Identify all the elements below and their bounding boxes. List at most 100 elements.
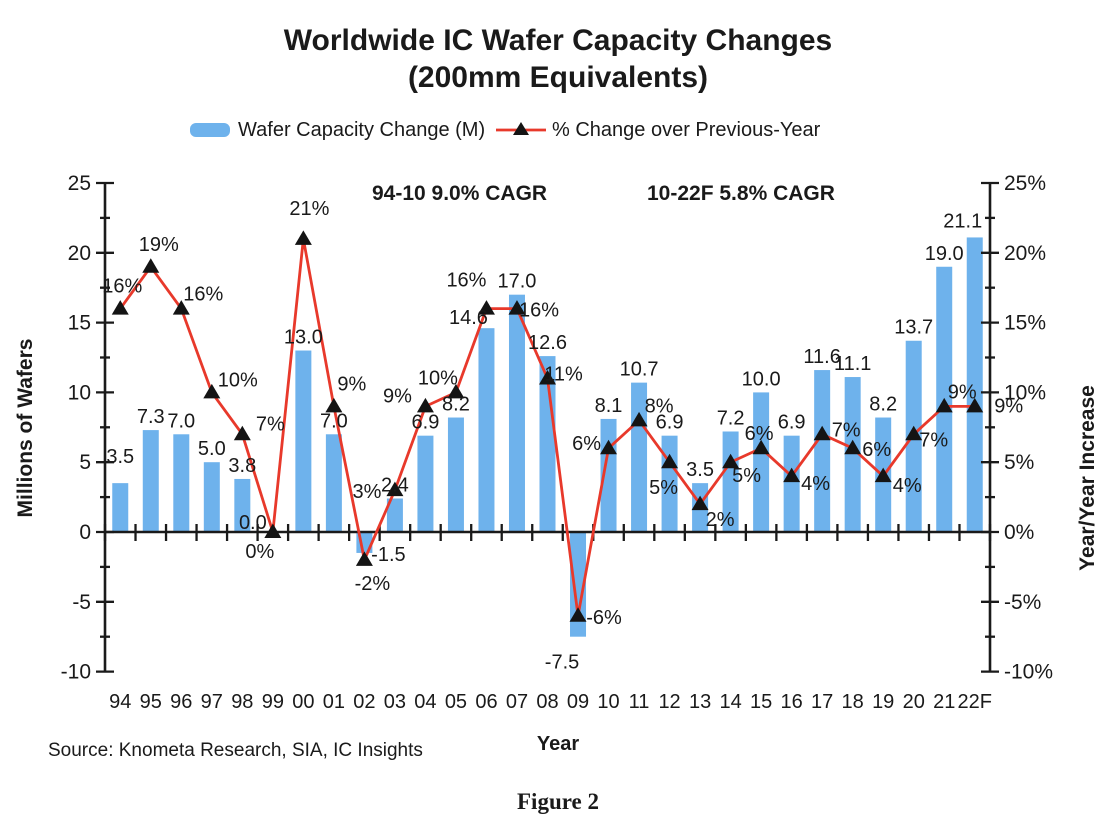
chart-title-line2: (200mm Equivalents)	[407, 61, 709, 94]
x-label-02: 02	[353, 691, 375, 713]
pct-label-15: 6%	[745, 423, 774, 445]
marker-16	[783, 467, 801, 483]
bar-label-08: 12.6	[528, 332, 567, 354]
marker-94	[111, 300, 129, 315]
marker-03	[386, 481, 404, 497]
bar-22F	[966, 237, 983, 532]
marker-09	[569, 607, 587, 622]
pct-label-17: 7%	[832, 419, 861, 441]
left-y-axis-title: Millions of Wafers	[14, 338, 37, 518]
x-label-03: 03	[384, 691, 406, 713]
chart-title: Worldwide IC Wafer Capacity Changes (200…	[0, 22, 1116, 96]
bar-label-06: 14.6	[449, 307, 488, 329]
bar-label-16: 6.9	[778, 412, 806, 434]
pct-label-96: 16%	[183, 284, 223, 306]
bar-07	[508, 294, 525, 532]
bar-96	[173, 434, 190, 532]
pct-label-03: 3%	[352, 481, 381, 503]
marker-12	[661, 453, 679, 469]
bar-label-19: 8.2	[869, 394, 897, 416]
x-label-95: 95	[140, 691, 162, 713]
bar-label-17: 11.6	[803, 346, 840, 368]
bar-18	[844, 377, 861, 532]
marker-02	[355, 551, 373, 566]
pct-label-19: 4%	[893, 475, 922, 497]
cagr-annotation-2010-2022: 10-22F 5.8% CAGR	[647, 182, 835, 205]
pct-label-06: 16%	[446, 270, 486, 292]
bar-03	[386, 498, 403, 532]
x-label-97: 97	[201, 691, 223, 713]
bar-label-02: -1.5	[371, 544, 405, 566]
right-y-axis-tick-0%: 0%	[1004, 521, 1034, 544]
legend-label-line-series: % Change over Previous-Year	[552, 119, 821, 141]
marker-11	[630, 411, 648, 427]
right-y-axis: 25% 20% 15% 10% 5% 0% -5% -10%	[981, 172, 1053, 684]
chart-title-line1: Worldwide IC Wafer Capacity Changes	[283, 24, 833, 57]
marker-96	[172, 300, 190, 315]
bar-label-98: 3.8	[228, 455, 256, 477]
bar-label-09: -7.5	[545, 652, 579, 674]
bar-17	[814, 370, 831, 532]
pct-label-11: 8%	[645, 395, 674, 417]
bar-95	[142, 430, 159, 532]
x-axis-title: Year	[536, 733, 580, 755]
pct-label-14: 5%	[732, 465, 761, 487]
right-y-axis-tick-25%: 25%	[1004, 172, 1046, 195]
pct-label-07: 16%	[519, 300, 559, 322]
x-label-20: 20	[903, 691, 925, 713]
bar-label-13: 3.5	[686, 459, 714, 481]
x-label-10: 10	[597, 691, 619, 713]
pct-label-05: 10%	[418, 367, 458, 389]
marker-01	[325, 397, 343, 413]
marker-13	[691, 495, 709, 511]
left-y-axis-tick-15: 15	[68, 312, 91, 335]
x-label-98: 98	[231, 691, 253, 713]
pct-label-21: 9%	[948, 381, 977, 403]
pct-label-98: 7%	[256, 413, 285, 435]
bar-15	[753, 392, 770, 532]
left-y-axis-tick-25: 25	[68, 172, 91, 195]
x-label-07: 07	[506, 691, 528, 713]
legend: Wafer Capacity Change (M) % Change over …	[0, 116, 1116, 144]
pct-label-00: 21%	[289, 198, 329, 220]
marker-00	[294, 230, 312, 245]
marker-08	[539, 369, 556, 385]
right-y-axis-tick--10%: -10%	[1004, 661, 1053, 684]
marker-20	[905, 425, 923, 441]
x-label-15: 15	[750, 691, 772, 713]
x-label-05: 05	[445, 691, 467, 713]
x-label-14: 14	[719, 691, 741, 713]
bar-09	[570, 532, 587, 637]
bar-label-96: 7.0	[167, 410, 195, 432]
right-y-axis-tick-15%: 15%	[1004, 312, 1046, 335]
x-label-96: 96	[170, 691, 192, 713]
bar-series-swatch	[190, 123, 230, 137]
pct-label-95: 19%	[139, 234, 179, 256]
x-label-18: 18	[842, 691, 864, 713]
marker-99	[264, 523, 282, 538]
left-y-axis-tick-5: 5	[79, 451, 91, 474]
pct-label-02: -2%	[355, 573, 391, 595]
x-label-21: 21	[933, 691, 955, 713]
marker-07	[508, 300, 526, 315]
marker-18	[844, 439, 862, 455]
marker-05	[447, 383, 465, 399]
x-label-09: 09	[567, 691, 589, 713]
bar-label-20: 13.7	[894, 317, 933, 339]
legend-triangle-marker	[513, 122, 529, 135]
left-y-axis: 25 20 15 10 5 0 -5 -10	[61, 172, 114, 684]
bar-label-00: 13.0	[284, 327, 323, 349]
bar-label-22F: 21.1	[943, 210, 982, 232]
bar-98	[234, 478, 251, 532]
x-label-12: 12	[658, 691, 680, 713]
left-y-axis-tick-10: 10	[68, 381, 91, 404]
x-label-19: 19	[872, 691, 894, 713]
bar-label-14: 7.2	[717, 407, 745, 429]
bar-label-94: 3.5	[106, 446, 134, 468]
left-y-axis-tick--5: -5	[72, 591, 91, 614]
marker-06	[477, 300, 495, 315]
pct-label-20: 7%	[919, 429, 948, 451]
marker-04	[416, 397, 434, 413]
legend-label-bar-series: Wafer Capacity Change (M)	[238, 119, 486, 141]
